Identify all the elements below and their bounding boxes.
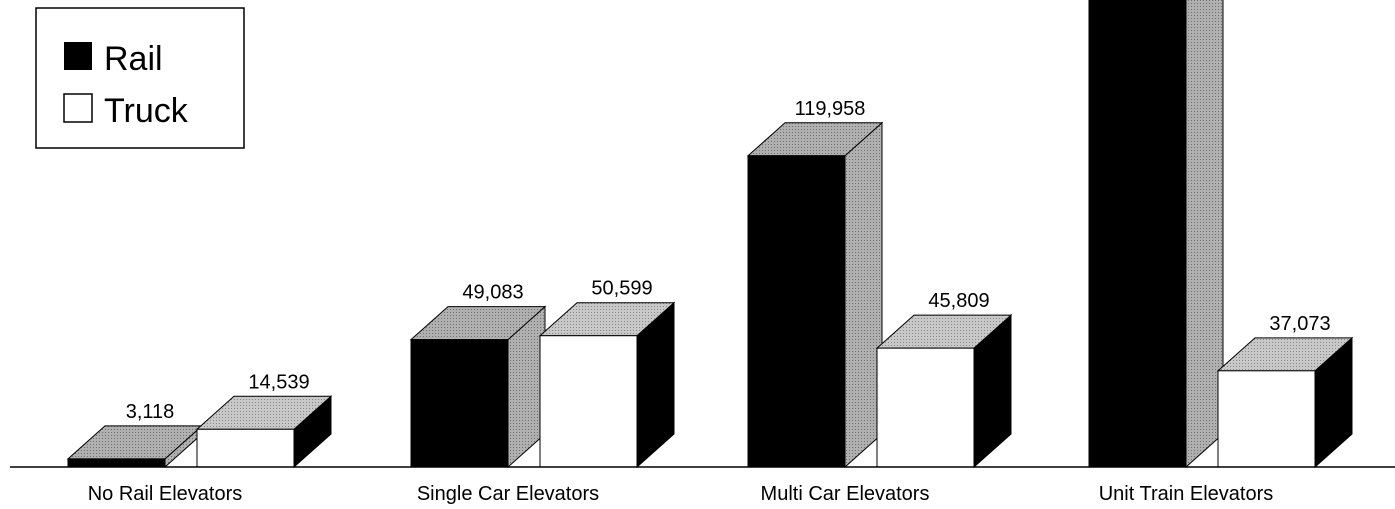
- data-label: 37,073: [1269, 313, 1330, 335]
- x-tick-label: Multi Car Elevators: [761, 483, 930, 505]
- x-tick-label: No Rail Elevators: [88, 483, 243, 505]
- legend-swatch: [63, 93, 93, 123]
- bars: 3,118 14,539 49,083 50,599 119,958 45,809 37,0…: [66, 0, 1354, 469]
- data-label: 14,539: [248, 371, 309, 393]
- legend-swatch: [64, 42, 92, 70]
- data-label: 50,599: [591, 278, 652, 300]
- bar: [1088, 0, 1187, 468]
- bar: [876, 347, 975, 468]
- legend-label: Rail: [104, 40, 163, 78]
- data-label: 119,958: [795, 98, 866, 120]
- bar: [67, 458, 166, 468]
- x-tick-label: Unit Train Elevators: [1099, 483, 1274, 505]
- data-label: 3,118: [126, 401, 175, 423]
- bar: [1217, 370, 1316, 468]
- bar: [410, 339, 509, 468]
- bar: [747, 155, 846, 468]
- bar-side: [844, 121, 883, 469]
- legend-label: Truck: [104, 92, 189, 130]
- bar: [196, 428, 295, 468]
- bar: [539, 335, 638, 468]
- data-label: 49,083: [462, 282, 523, 304]
- data-label: 45,809: [928, 290, 989, 312]
- bar-side: [1185, 0, 1224, 469]
- legend-box: [35, 7, 245, 149]
- bar-top: [66, 425, 204, 460]
- x-tick-label: Single Car Elevators: [417, 483, 599, 505]
- legend: Rail Truck: [35, 7, 245, 149]
